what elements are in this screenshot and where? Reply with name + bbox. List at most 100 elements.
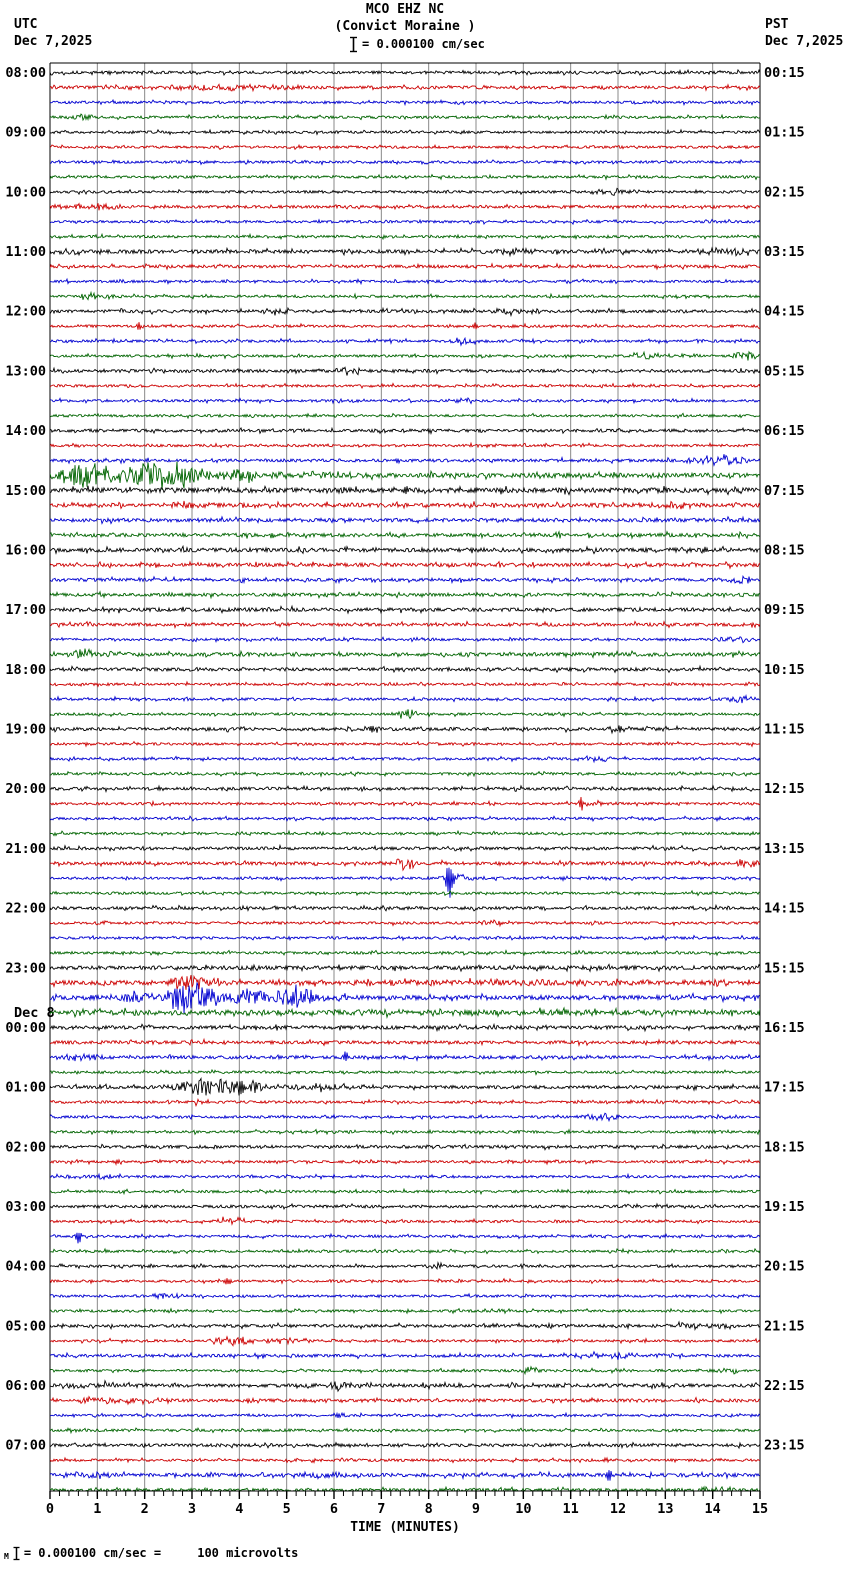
seismogram-trace: [50, 709, 760, 720]
pst-hour-label: 18:15: [764, 1139, 805, 1155]
seismogram-trace: [50, 693, 760, 704]
seismogram-trace: [50, 754, 760, 764]
utc-hour-label: 15:00: [5, 483, 46, 499]
x-tick-label: 0: [46, 1501, 54, 1517]
seismogram-trace: [50, 187, 760, 197]
utc-hour-label: 18:00: [5, 662, 46, 678]
seismogram-trace: [50, 647, 760, 659]
seismogram-trace: [50, 1112, 760, 1123]
utc-hour-label: 21:00: [5, 841, 46, 857]
utc-hour-label: 12:00: [5, 304, 46, 320]
seismogram-trace: [50, 83, 760, 93]
seismogram-trace: [50, 1379, 760, 1393]
x-tick-label: 12: [610, 1501, 626, 1517]
scale-ibeam-icon: [350, 36, 357, 53]
seismogram-trace: [50, 322, 760, 330]
seismogram-trace: [50, 1320, 760, 1332]
seismogram-trace: [50, 1440, 760, 1450]
seismogram-trace: [50, 1365, 760, 1376]
seismogram-trace: [50, 815, 760, 823]
seismogram-trace: [50, 963, 760, 973]
pst-hour-label: 03:15: [764, 244, 805, 260]
utc-hour-label: 09:00: [5, 125, 46, 141]
seismogram-trace: [50, 530, 760, 540]
pst-hour-label: 04:15: [764, 304, 805, 320]
seismogram-trace: [50, 1277, 760, 1285]
x-tick-label: 15: [752, 1501, 768, 1517]
x-tick-label: 7: [377, 1501, 385, 1517]
seismogram-trace: [50, 544, 760, 555]
seismogram-trace: [50, 843, 760, 853]
seismogram-trace: [50, 306, 760, 318]
seismogram-trace: [50, 1395, 760, 1406]
seismogram-trace: [50, 366, 760, 376]
timezone-left-label: UTC: [14, 17, 38, 32]
pst-hour-label: 07:15: [764, 483, 805, 499]
seismogram-trace: [50, 636, 760, 644]
seismogram-trace: [50, 1350, 760, 1361]
seismogram-trace: [50, 574, 760, 585]
amplitude-scale: = 0.000100 cm/sec: [348, 36, 485, 53]
x-tick-label: 8: [425, 1501, 433, 1517]
pst-hour-label: 12:15: [764, 781, 805, 797]
utc-hour-label: 08:00: [5, 65, 46, 81]
seismogram-trace: [50, 350, 760, 361]
seismogram-trace: [50, 974, 760, 990]
seismogram-trace: [50, 796, 760, 811]
pst-hour-label: 01:15: [764, 125, 805, 141]
x-tick-label: 10: [515, 1501, 531, 1517]
seismogram-trace: [50, 1485, 760, 1491]
seismogram-trace: [50, 1307, 760, 1315]
seismogram-trace: [50, 1006, 760, 1019]
seismogram-trace: [50, 604, 760, 615]
seismogram-trace: [50, 1172, 760, 1181]
seismogram-trace: [50, 1051, 760, 1063]
seismogram-trace: [50, 1143, 760, 1151]
seismogram-trace: [50, 1187, 760, 1196]
seismogram-trace: [50, 98, 760, 107]
pst-hour-label: 14:15: [764, 901, 805, 917]
pst-hour-label: 06:15: [764, 423, 805, 439]
station-subtitle: (Convict Moraine ): [334, 19, 476, 34]
pst-hour-label: 00:15: [764, 65, 805, 81]
seismogram-trace: [50, 1470, 760, 1481]
seismogram-trace: [50, 680, 760, 688]
seismogram-trace: [50, 173, 760, 181]
seismogram-trace: [50, 903, 760, 912]
seismogram-trace: [50, 724, 760, 735]
seismogram-trace: [50, 262, 760, 271]
pst-hour-label: 15:15: [764, 960, 805, 976]
date-right-label: Dec 7,2025: [765, 34, 844, 49]
utc-hour-label: 02:00: [5, 1139, 46, 1155]
x-tick-label: 4: [235, 1501, 243, 1517]
pst-hour-label: 20:15: [764, 1259, 805, 1275]
seismogram-trace: [50, 412, 760, 420]
utc-hour-label: 01:00: [5, 1080, 46, 1096]
timezone-right-label: PST: [765, 17, 789, 32]
x-axis-title: TIME (MINUTES): [350, 1520, 460, 1535]
pst-hour-label: 16:15: [764, 1020, 805, 1036]
utc-hour-label: 14:00: [5, 423, 46, 439]
pst-hour-label: 10:15: [764, 662, 805, 678]
utc-hour-label: 13:00: [5, 363, 46, 379]
seismogram-trace: [50, 484, 760, 496]
pst-hour-label: 11:15: [764, 722, 805, 738]
seismogram-trace: [50, 1456, 760, 1464]
utc-hour-label: 03:00: [5, 1199, 46, 1215]
seismogram-trace: [50, 919, 760, 928]
utc-hour-label: 23:00: [5, 960, 46, 976]
seismogram-trace: [50, 1097, 760, 1108]
seismogram-trace: [50, 397, 760, 405]
seismogram-trace: [50, 426, 760, 435]
seismogram-trace: [50, 1158, 760, 1167]
utc-hour-label: 22:00: [5, 901, 46, 917]
x-tick-label: 3: [188, 1501, 196, 1517]
seismogram-trace: [50, 1232, 760, 1244]
utc-hour-label: 04:00: [5, 1259, 46, 1275]
utc-hour-label: 07:00: [5, 1438, 46, 1454]
seismogram-trace: [50, 770, 760, 778]
seismogram-trace: [50, 829, 760, 837]
seismogram-trace: [50, 590, 760, 600]
seismogram-trace: [50, 1335, 760, 1347]
